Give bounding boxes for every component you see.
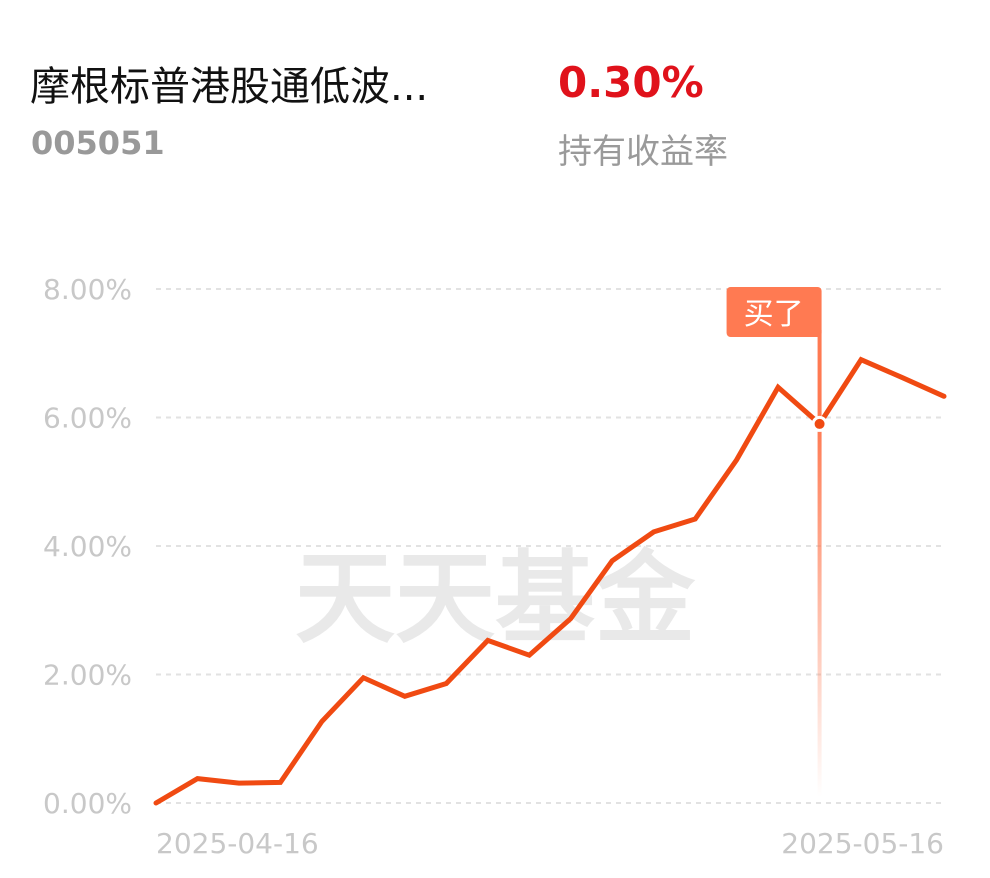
- buy-marker-fade-line: [817, 423, 822, 797]
- buy-marker-line: [817, 330, 822, 424]
- holding-return-value: 0.30%: [558, 58, 704, 107]
- holding-return-label: 持有收益率: [558, 132, 728, 172]
- y-tick-label: 2.00%: [43, 659, 132, 692]
- x-tick-label: 2025-05-16: [781, 827, 944, 860]
- y-axis-ticks: 0.00% 2.00% 4.00% 6.00% 8.00%: [43, 273, 132, 820]
- grid-lines: [156, 288, 944, 804]
- y-tick-label: 0.00%: [43, 787, 132, 820]
- buy-label-box: [726, 287, 822, 337]
- y-tick-label: 6.00%: [43, 402, 132, 435]
- x-axis-ticks: 2025-04-16 2025-05-16: [156, 827, 944, 860]
- x-tick-label: 2025-04-16: [156, 827, 319, 860]
- fund-code: 005051: [31, 124, 165, 162]
- series-layer: [153, 356, 947, 806]
- buy-annotation: 买了: [726, 287, 828, 797]
- buy-point: [814, 418, 825, 429]
- y-tick-label: 4.00%: [43, 530, 132, 563]
- y-tick-label: 8.00%: [43, 273, 132, 306]
- watermark: 天天基金: [295, 539, 696, 657]
- fund-name[interactable]: 摩根标普港股通低波...: [30, 64, 429, 110]
- series-line: [153, 356, 947, 806]
- buy-label: 买了: [744, 297, 804, 332]
